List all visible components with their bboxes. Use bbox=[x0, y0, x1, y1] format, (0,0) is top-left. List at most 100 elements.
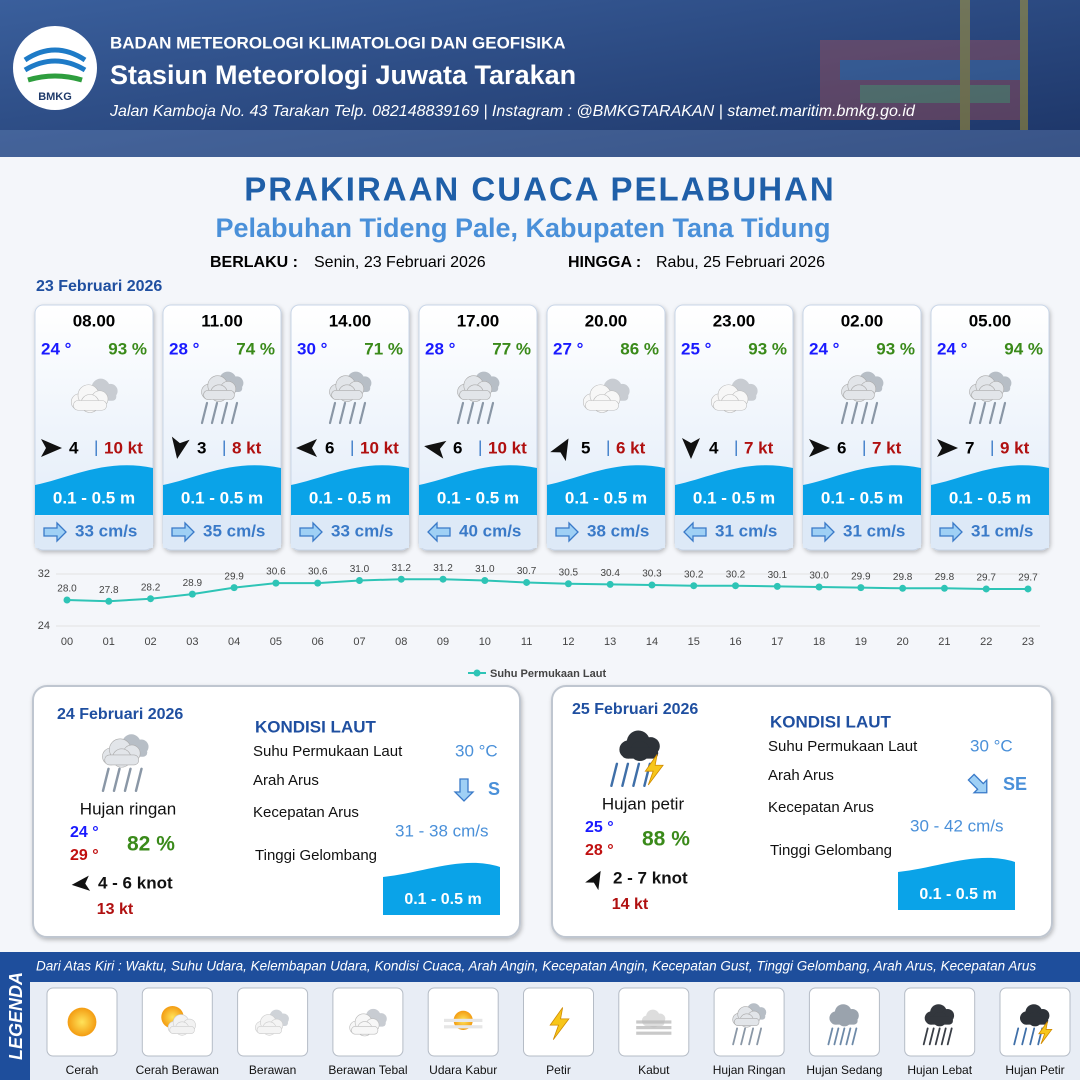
rain-drop bbox=[870, 401, 879, 425]
current-arrow bbox=[811, 521, 835, 543]
legend-item: Kabut bbox=[638, 1063, 670, 1077]
wave-label: Tinggi Gelombang bbox=[770, 842, 892, 859]
cloud-part bbox=[621, 747, 659, 759]
data-label: 31.0 bbox=[350, 564, 370, 575]
time: 20.00 bbox=[585, 311, 628, 330]
rain-drop bbox=[112, 767, 121, 793]
wave-band bbox=[547, 465, 665, 515]
current-speed: 31 - 38 cm/s bbox=[395, 821, 489, 840]
wind-arrow bbox=[41, 439, 62, 457]
wave-label: Tinggi Gelombang bbox=[255, 847, 377, 864]
header-decor bbox=[0, 0, 1080, 157]
dir-label: Arah Arus bbox=[768, 767, 834, 784]
rain-drop bbox=[840, 401, 849, 425]
current-arrow bbox=[939, 521, 963, 543]
cloud-part bbox=[351, 1026, 379, 1035]
current-speed: 40 cm/s bbox=[459, 521, 521, 540]
weather-icon bbox=[444, 1010, 483, 1030]
wind-arrow bbox=[550, 438, 569, 462]
rain-drop bbox=[610, 762, 619, 788]
cloud bbox=[841, 375, 877, 402]
point bbox=[648, 581, 656, 589]
legend-entry: Suhu Permukaan Laut bbox=[490, 668, 606, 680]
rain-drop bbox=[928, 1027, 935, 1046]
from-label: BERLAKU : bbox=[210, 254, 298, 271]
rain-drop bbox=[946, 1027, 953, 1046]
x-tick-label: 12 bbox=[562, 636, 574, 648]
weather-icon bbox=[549, 1007, 570, 1040]
weather-icon bbox=[328, 371, 372, 425]
x-tick-label: 13 bbox=[604, 636, 616, 648]
line bbox=[66, 578, 1028, 603]
x-tick-label: 17 bbox=[771, 636, 783, 648]
cloud-part bbox=[256, 1026, 283, 1034]
wave-height: 0.1 - 0.5 m bbox=[949, 488, 1031, 507]
gust: 10 kt bbox=[360, 438, 399, 457]
rain-drop bbox=[1013, 1027, 1020, 1046]
wave-band bbox=[675, 465, 793, 515]
cloud bbox=[829, 1004, 859, 1027]
cloud bbox=[924, 1004, 955, 1027]
subtitle: Pelabuhan Tideng Pale, Kabupaten Tana Ti… bbox=[215, 213, 830, 243]
legend-item: Berawan Tebal bbox=[328, 1063, 407, 1077]
current-speed: 31 cm/s bbox=[843, 521, 905, 540]
point bbox=[1024, 585, 1032, 593]
x-tick-label: 22 bbox=[980, 636, 992, 648]
temp-min: 24 ° bbox=[70, 824, 99, 841]
rain-drop bbox=[748, 1027, 754, 1046]
rain-drop bbox=[134, 767, 143, 793]
weather-icon bbox=[255, 1009, 289, 1036]
separator: | bbox=[478, 437, 482, 456]
point bbox=[105, 597, 113, 605]
time: 17.00 bbox=[457, 311, 500, 330]
data-label: 30.2 bbox=[684, 569, 704, 580]
sea-heading: KONDISI LAUT bbox=[770, 712, 892, 731]
wave-height: 0.1 - 0.5 m bbox=[437, 488, 519, 507]
point bbox=[188, 590, 196, 598]
cloud bbox=[201, 375, 237, 402]
x-tick-label: 10 bbox=[479, 636, 491, 648]
data-label: 29.9 bbox=[224, 571, 244, 582]
cloud-part bbox=[331, 390, 363, 400]
sea-heading: KONDISI LAUT bbox=[255, 717, 377, 736]
wind-arrow bbox=[296, 439, 317, 457]
data-label: 30.0 bbox=[809, 571, 829, 582]
temp-min: 25 ° bbox=[585, 819, 614, 836]
x-tick-label: 02 bbox=[144, 636, 156, 648]
rain-drop bbox=[220, 401, 229, 425]
rain-drop bbox=[978, 401, 987, 425]
sst: 30 °C bbox=[455, 741, 498, 760]
rain-drop bbox=[338, 401, 347, 425]
x-tick-label: 05 bbox=[270, 636, 282, 648]
panel-date: 24 Februari 2026 bbox=[57, 706, 183, 723]
wave-band bbox=[931, 465, 1049, 515]
wind-speed: 6 bbox=[325, 438, 334, 457]
point bbox=[439, 575, 447, 583]
logo bbox=[13, 26, 97, 110]
gust: 10 kt bbox=[488, 438, 527, 457]
gust: 7 kt bbox=[872, 438, 902, 457]
wave-height: 0.1 - 0.5 m bbox=[565, 488, 647, 507]
wave-band bbox=[419, 465, 537, 515]
logo-text: BMKG bbox=[38, 91, 72, 103]
weather-icon bbox=[582, 378, 630, 413]
x-tick-label: 23 bbox=[1022, 636, 1034, 648]
rain-drop bbox=[358, 401, 367, 425]
speed-label: Kecepatan Arus bbox=[253, 804, 359, 821]
temperature: 28 ° bbox=[425, 339, 456, 358]
wind-speed: 6 bbox=[837, 438, 846, 457]
humidity: 93 % bbox=[108, 339, 147, 358]
data-label: 30.1 bbox=[768, 570, 788, 581]
current-dir: S bbox=[488, 779, 500, 799]
x-tick-label: 16 bbox=[729, 636, 741, 648]
wind-arrow bbox=[424, 440, 447, 459]
point bbox=[230, 584, 238, 592]
legend-item: Hujan Sedang bbox=[806, 1063, 882, 1077]
title: PRAKIRAAN CUACA PELABUHAN bbox=[244, 171, 835, 208]
rain-drop bbox=[123, 767, 132, 793]
data-label: 31.2 bbox=[433, 563, 453, 574]
point bbox=[523, 578, 531, 586]
day-panel bbox=[32, 685, 521, 938]
logo-mark bbox=[23, 47, 87, 73]
